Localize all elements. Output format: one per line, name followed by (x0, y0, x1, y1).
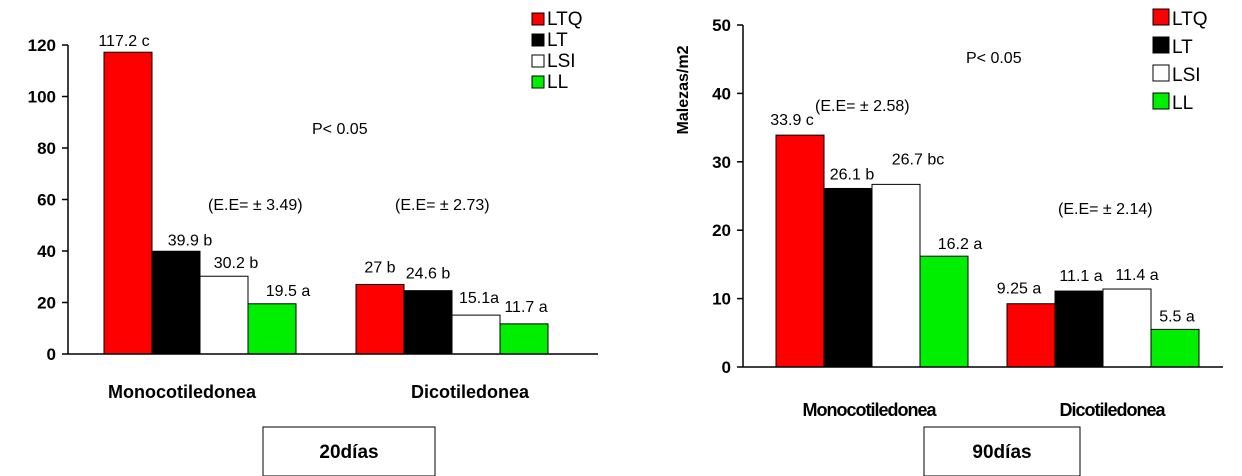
legend-swatch-ltq (531, 12, 545, 26)
annotation-p-value: P< 0.05 (966, 50, 1022, 67)
category-label-monocotiledonea: Monocotiledonea (803, 400, 938, 420)
data-label: 15.1a (459, 290, 499, 307)
data-label: 11.4 a (1115, 267, 1158, 284)
y-tick-label: 60 (37, 191, 56, 210)
legend-label-ll: LL (1172, 93, 1193, 114)
data-label: 27 b (364, 259, 395, 276)
data-label: 11.7 a (504, 299, 547, 316)
data-label: 39.9 b (168, 232, 213, 249)
category-label-dicotiledonea: Dicotiledonea (411, 382, 530, 402)
legend-swatch-lt (531, 33, 545, 47)
bar-ll-dicotiledonea (1150, 328, 1200, 368)
y-tick-label: 50 (712, 16, 731, 35)
y-tick-label: 0 (47, 345, 56, 364)
data-label: 5.5 a (1159, 308, 1195, 325)
data-label: 9.25 a (997, 281, 1042, 298)
y-tick-label: 40 (37, 242, 56, 261)
legend-label-lt: LT (1172, 37, 1193, 58)
y-tick-label: 10 (712, 290, 731, 309)
bar-lsi-dicotiledonea (451, 314, 501, 355)
legend-swatch-ll (1152, 92, 1170, 110)
bar-ltq-dicotiledonea (355, 283, 405, 355)
bar-lt-dicotiledonea (403, 290, 453, 355)
bar-lsi-monocotiledonea (871, 183, 921, 368)
y-tick-label: 20 (37, 294, 56, 313)
bar-ltq-monocotiledonea (775, 134, 825, 368)
data-label: 24.6 b (406, 266, 451, 283)
y-tick-label: 0 (722, 358, 731, 377)
bar-lsi-monocotiledonea (199, 275, 249, 355)
legend-swatch-lsi (531, 54, 545, 68)
bar-lt-monocotiledonea (151, 250, 201, 355)
data-label: 117.2 c (98, 33, 149, 50)
y-tick-label: 100 (28, 88, 56, 107)
data-label: 30.2 b (214, 255, 259, 272)
bar-ll-dicotiledonea (499, 323, 549, 355)
annotation-se-dico: (E.E= ± 2.14) (1058, 201, 1153, 218)
y-tick-label: 20 (712, 221, 731, 240)
legend-swatch-lsi (1152, 64, 1170, 82)
bar-ltq-monocotiledonea (103, 51, 153, 355)
bar-ll-monocotiledonea (247, 303, 297, 355)
legend-label-ltq: LTQ (1172, 9, 1208, 30)
annotation-se-mono: (E.E= ± 2.58) (815, 98, 910, 115)
caption-90-dias: 90días (972, 442, 1031, 463)
legend-swatch-ll (531, 75, 545, 89)
y-axis-title: Malezas/m2 (675, 45, 692, 134)
y-tick-label: 80 (37, 139, 56, 158)
data-label: 26.1 b (830, 166, 875, 183)
caption-20-dias: 20días (319, 442, 378, 463)
bar-lt-dicotiledonea (1054, 290, 1104, 368)
chart-90-dias: 33.9 c 9.25 a 26.1 b 11.1 a 26.7 bc 11.4 a 16.… (675, 8, 1223, 476)
bar-lt-monocotiledonea (823, 187, 873, 368)
y-tick-label: 120 (28, 36, 56, 55)
legend-label-ll: LL (547, 72, 568, 93)
caption-box (923, 426, 1081, 476)
legend-swatch-lt (1152, 36, 1170, 54)
legend: LTQ LT LSI LL (1152, 8, 1208, 114)
category-label-dicotiledonea: Dicotiledonea (1059, 400, 1166, 420)
bar-lsi-dicotiledonea (1102, 288, 1152, 368)
data-label: 26.7 bc (892, 151, 944, 168)
annotation-p-value: P< 0.05 (312, 121, 368, 138)
legend-label-lsi: LSI (1172, 65, 1201, 86)
chart-20-dias: 117.2 c 27 b 39.9 b 24.6 b 30.2 b 15.1a 19.5 a… (28, 9, 598, 476)
y-tick-label: 40 (712, 84, 731, 103)
legend-label-lsi: LSI (547, 51, 576, 72)
data-label: 19.5 a (266, 283, 311, 300)
legend-label-ltq: LTQ (547, 9, 583, 30)
bar-ltq-dicotiledonea (1006, 303, 1056, 368)
annotation-se-mono: (E.E= ± 3.49) (208, 197, 303, 214)
legend-label-lt: LT (547, 30, 568, 51)
data-label: 33.9 c (770, 112, 814, 129)
bar-ll-monocotiledonea (919, 255, 969, 368)
data-label: 11.1 a (1059, 268, 1102, 285)
legend-swatch-ltq (1152, 8, 1170, 26)
caption-box (262, 426, 436, 476)
category-label-monocotiledonea: Monocotiledonea (108, 382, 257, 402)
annotation-se-dico: (E.E= ± 2.73) (395, 197, 490, 214)
y-tick-label: 30 (712, 153, 731, 172)
data-label: 16.2 a (938, 236, 983, 253)
